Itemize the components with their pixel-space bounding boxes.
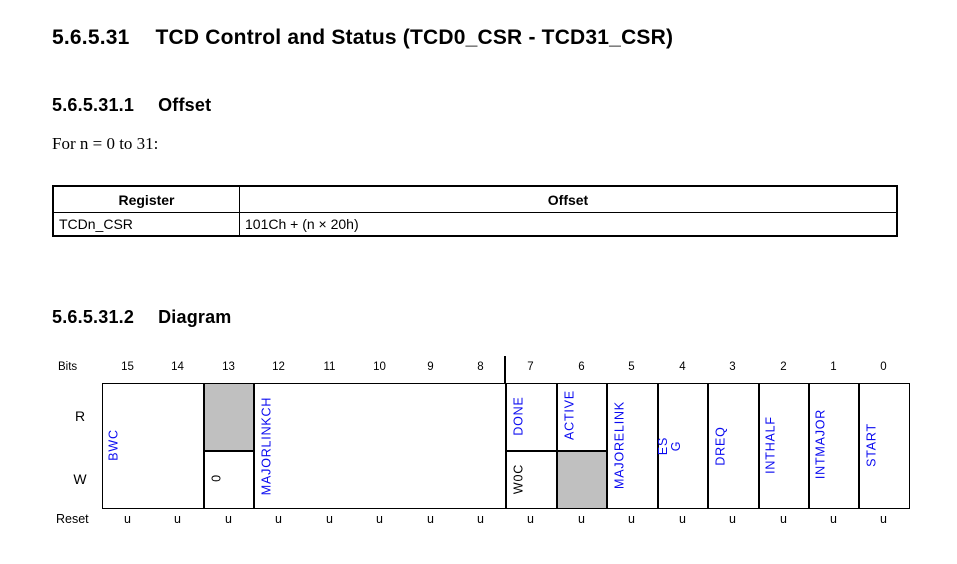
bit-number-8: 8 <box>477 361 484 373</box>
reset-value-bit0: u <box>880 512 887 526</box>
reset-value-bit2: u <box>780 512 787 526</box>
field-label-start: START <box>864 423 879 467</box>
offset-table-header-row: Register Offset <box>52 185 898 213</box>
divider-bits-14-13 <box>203 383 205 509</box>
reset-value-bit6: u <box>578 512 585 526</box>
reset-value-bit15: u <box>124 512 131 526</box>
field-label-dreq: DREQ <box>713 426 728 466</box>
reset-value-bit1: u <box>830 512 837 526</box>
reset-value-bit7: u <box>527 512 534 526</box>
divider-bits-2-1 <box>808 383 810 509</box>
bit-number-9: 9 <box>427 361 434 373</box>
reset-value-bit5: u <box>628 512 635 526</box>
reset-value-bit8: u <box>477 512 484 526</box>
read-row-label: R <box>74 408 86 424</box>
offset-table: Register Offset TCDn_CSR 101Ch + (n × 20… <box>52 185 898 237</box>
divider-bits-3-2 <box>758 383 760 509</box>
offset-table-cell-register: TCDn_CSR <box>52 212 240 237</box>
bit-number-11: 11 <box>323 361 336 373</box>
bit-number-3: 3 <box>729 361 736 373</box>
reset-value-bit14: u <box>174 512 181 526</box>
reset-value-bit13: u <box>225 512 232 526</box>
field-label-intmajor: INTMAJOR <box>813 408 828 480</box>
field-label-majorelink: MAJORELINK <box>612 401 627 489</box>
bits-row-label: Bits <box>58 361 78 373</box>
offset-table-header-offset: Offset <box>239 185 898 213</box>
diagram-subheading: 5.6.5.31.2 Diagram <box>52 307 232 328</box>
divider-bits-6-5 <box>606 383 608 509</box>
field-label-esg: ES G <box>656 436 683 456</box>
field-label-done: DONE <box>511 396 526 436</box>
offset-table-header-register: Register <box>52 185 240 213</box>
divider-bits-1-0 <box>858 383 860 509</box>
write-row-label: W <box>73 471 87 487</box>
section-number: 5.6.5.31 <box>52 26 130 49</box>
bit-number-14: 14 <box>171 361 184 373</box>
bit-number-2: 2 <box>780 361 787 373</box>
reset-value-bit3: u <box>729 512 736 526</box>
reset-value-bit11: u <box>326 512 333 526</box>
bit-number-5: 5 <box>628 361 635 373</box>
offset-table-cell-offset: 101Ch + (n × 20h) <box>239 212 898 237</box>
bit-number-1: 1 <box>830 361 837 373</box>
section-title: TCD Control and Status (TCD0_CSR - TCD31… <box>155 26 674 49</box>
bit-number-4: 4 <box>679 361 686 373</box>
reset-value-bit4: u <box>679 512 686 526</box>
bit-number-0: 0 <box>880 361 887 373</box>
reserved-fill-bit13-read <box>203 384 253 450</box>
diagram-subheading-number: 5.6.5.31.2 <box>52 307 135 327</box>
divider-bits-4-3 <box>707 383 709 509</box>
bit-number-6: 6 <box>578 361 585 373</box>
divider-bits-8-7 <box>505 383 507 509</box>
diagram-subheading-title: Diagram <box>158 307 232 327</box>
bit-number-10: 10 <box>373 361 386 373</box>
reset-value-bit10: u <box>376 512 383 526</box>
field-label-inthalf: INTHALF <box>763 416 778 474</box>
byte-boundary-tick <box>504 356 506 383</box>
offset-intro-text: For n = 0 to 31: <box>52 134 159 153</box>
field-label-bit13-write-zero: 0 <box>209 474 224 482</box>
bit-number-13: 13 <box>222 361 235 373</box>
field-label-bwc: BWC <box>106 429 121 461</box>
reset-row-label: Reset <box>56 512 89 526</box>
offset-subheading-title: Offset <box>158 95 212 115</box>
offset-table-row: TCDn_CSR 101Ch + (n × 20h) <box>52 212 898 237</box>
field-label-active: ACTIVE <box>562 390 577 440</box>
offset-subheading: 5.6.5.31.1 Offset <box>52 95 211 116</box>
bit-number-12: 12 <box>272 361 285 373</box>
field-label-done-w0c: W0C <box>511 463 526 495</box>
offset-subheading-number: 5.6.5.31.1 <box>52 95 135 115</box>
divider-bits-7-6 <box>556 383 558 509</box>
reset-value-bit12: u <box>275 512 282 526</box>
section-heading: 5.6.5.31 TCD Control and Status (TCD0_CS… <box>52 26 673 50</box>
reset-value-bit9: u <box>427 512 434 526</box>
divider-bits-13-12 <box>253 383 255 509</box>
reserved-fill-bit6-write <box>556 451 606 508</box>
read-write-split-bit13 <box>203 450 253 452</box>
divider-bits-5-4 <box>657 383 659 509</box>
bit-number-15: 15 <box>121 361 134 373</box>
field-label-majorlinkch: MAJORLINKCH <box>259 396 274 496</box>
bit-number-7: 7 <box>527 361 534 373</box>
read-write-split-bits7-6 <box>505 450 606 452</box>
